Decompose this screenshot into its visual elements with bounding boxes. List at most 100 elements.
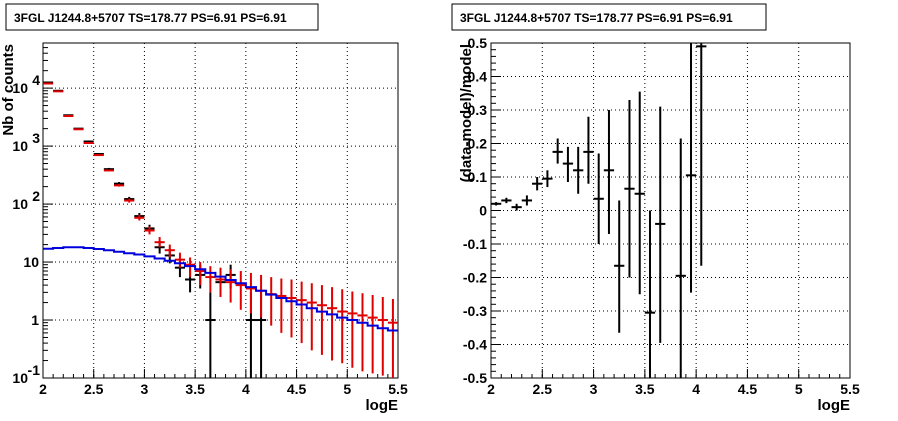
data-point xyxy=(63,115,74,118)
data-series-0 xyxy=(491,43,707,378)
x-tick-label: 2.5 xyxy=(84,381,104,397)
data-point xyxy=(357,293,368,372)
y-tick-label: -0.2 xyxy=(463,270,487,286)
data-point xyxy=(491,202,502,206)
data-point xyxy=(124,198,135,203)
data-point xyxy=(205,292,216,378)
data-point xyxy=(347,291,358,368)
data-point xyxy=(583,116,594,184)
data-point xyxy=(134,214,145,221)
data-point xyxy=(296,281,307,344)
data-point xyxy=(256,274,267,318)
data-series-1 xyxy=(43,82,398,378)
data-point xyxy=(266,277,277,326)
data-point xyxy=(367,295,378,374)
data-point xyxy=(195,262,206,286)
y-tick-exponent: 3 xyxy=(32,130,40,146)
y-tick-label: 0.2 xyxy=(468,136,488,152)
residual-title-box xyxy=(451,3,767,31)
data-point xyxy=(624,99,635,278)
data-point xyxy=(685,43,697,293)
data-point xyxy=(286,279,297,338)
data-point xyxy=(644,210,656,378)
residual-ylabel: (data-model)/model xyxy=(458,44,475,182)
data-point xyxy=(696,43,707,266)
data-point xyxy=(337,289,348,364)
data-point xyxy=(154,237,165,248)
y-tick-label: 1 xyxy=(31,312,39,328)
y-tick-label: -0.4 xyxy=(463,337,487,353)
y-tick-label: -0.1 xyxy=(463,236,487,252)
x-tick-label: 2 xyxy=(39,381,47,397)
counts-panel: 3FGL J1244.8+5707 TS=178.77 PS=6.91 PS=6… xyxy=(0,3,408,414)
data-point xyxy=(327,287,338,361)
y-tick-label: 0.4 xyxy=(468,69,488,85)
data-point xyxy=(377,296,388,376)
data-point xyxy=(387,299,398,378)
x-tick-label: 4 xyxy=(242,381,250,397)
y-tick-exponent: 2 xyxy=(32,188,40,204)
data-point xyxy=(185,257,196,278)
data-point xyxy=(83,142,94,145)
data-point xyxy=(235,271,246,310)
data-point xyxy=(144,226,155,235)
data-point xyxy=(225,269,236,303)
y-tick-label: 0.5 xyxy=(468,35,488,51)
data-point xyxy=(614,200,625,333)
counts-xlabel: logE xyxy=(366,397,399,414)
data-point xyxy=(511,203,522,211)
data-point xyxy=(675,138,686,378)
x-tick-label: 3.5 xyxy=(635,381,655,397)
data-point xyxy=(73,128,84,131)
y-tick-label: 0.1 xyxy=(468,169,488,185)
data-point xyxy=(103,169,114,172)
data-point xyxy=(205,266,216,293)
x-tick-label: 4.5 xyxy=(738,381,758,397)
data-point xyxy=(552,138,563,164)
x-tick-label: 2.5 xyxy=(533,381,553,397)
y-tick-label: -0.5 xyxy=(463,370,487,386)
x-tick-label: 3.5 xyxy=(185,381,205,397)
counts-title: 3FGL J1244.8+5707 TS=178.77 PS=6.91 PS=6… xyxy=(14,11,287,25)
y-tick-label: 10 xyxy=(23,254,39,270)
y-tick-label: 10 xyxy=(12,80,28,96)
y-tick-label: 10 xyxy=(12,196,28,212)
x-tick-label: 3 xyxy=(141,381,149,397)
data-point xyxy=(603,110,615,234)
data-point xyxy=(532,177,543,191)
data-point xyxy=(245,272,256,314)
x-tick-label: 4 xyxy=(692,381,700,397)
data-point xyxy=(521,195,533,206)
data-point xyxy=(501,197,512,204)
y-tick-label: 10 xyxy=(12,138,28,154)
data-point xyxy=(593,153,604,244)
plot-frame xyxy=(42,42,399,379)
data-point xyxy=(634,91,645,295)
data-point xyxy=(306,283,317,351)
data-point xyxy=(655,106,666,343)
y-tick-label: 0 xyxy=(479,203,487,219)
plot-frame xyxy=(490,42,851,379)
x-tick-label: 5 xyxy=(795,381,803,397)
x-tick-label: 3 xyxy=(590,381,598,397)
x-tick-label: 4.5 xyxy=(287,381,307,397)
data-point xyxy=(276,278,287,333)
data-point xyxy=(316,285,327,355)
counts-title-box xyxy=(5,3,319,31)
y-tick-exponent: 4 xyxy=(32,72,40,88)
data-point xyxy=(215,267,226,297)
data-point xyxy=(562,146,574,183)
x-tick-label: 5 xyxy=(343,381,351,397)
model-curve xyxy=(43,246,398,332)
data-point xyxy=(542,170,553,188)
data-point xyxy=(164,244,175,258)
data-point xyxy=(573,146,584,194)
y-tick-exponent: -1 xyxy=(28,362,41,378)
x-tick-label: 2 xyxy=(487,381,495,397)
x-tick-label: 5.5 xyxy=(840,381,860,397)
residual-title: 3FGL J1244.8+5707 TS=178.77 PS=6.91 PS=6… xyxy=(460,11,733,25)
counts-ylabel: Nb of counts xyxy=(0,44,17,136)
y-tick-label: 0.3 xyxy=(468,102,488,118)
residual-xlabel: logE xyxy=(818,397,851,414)
